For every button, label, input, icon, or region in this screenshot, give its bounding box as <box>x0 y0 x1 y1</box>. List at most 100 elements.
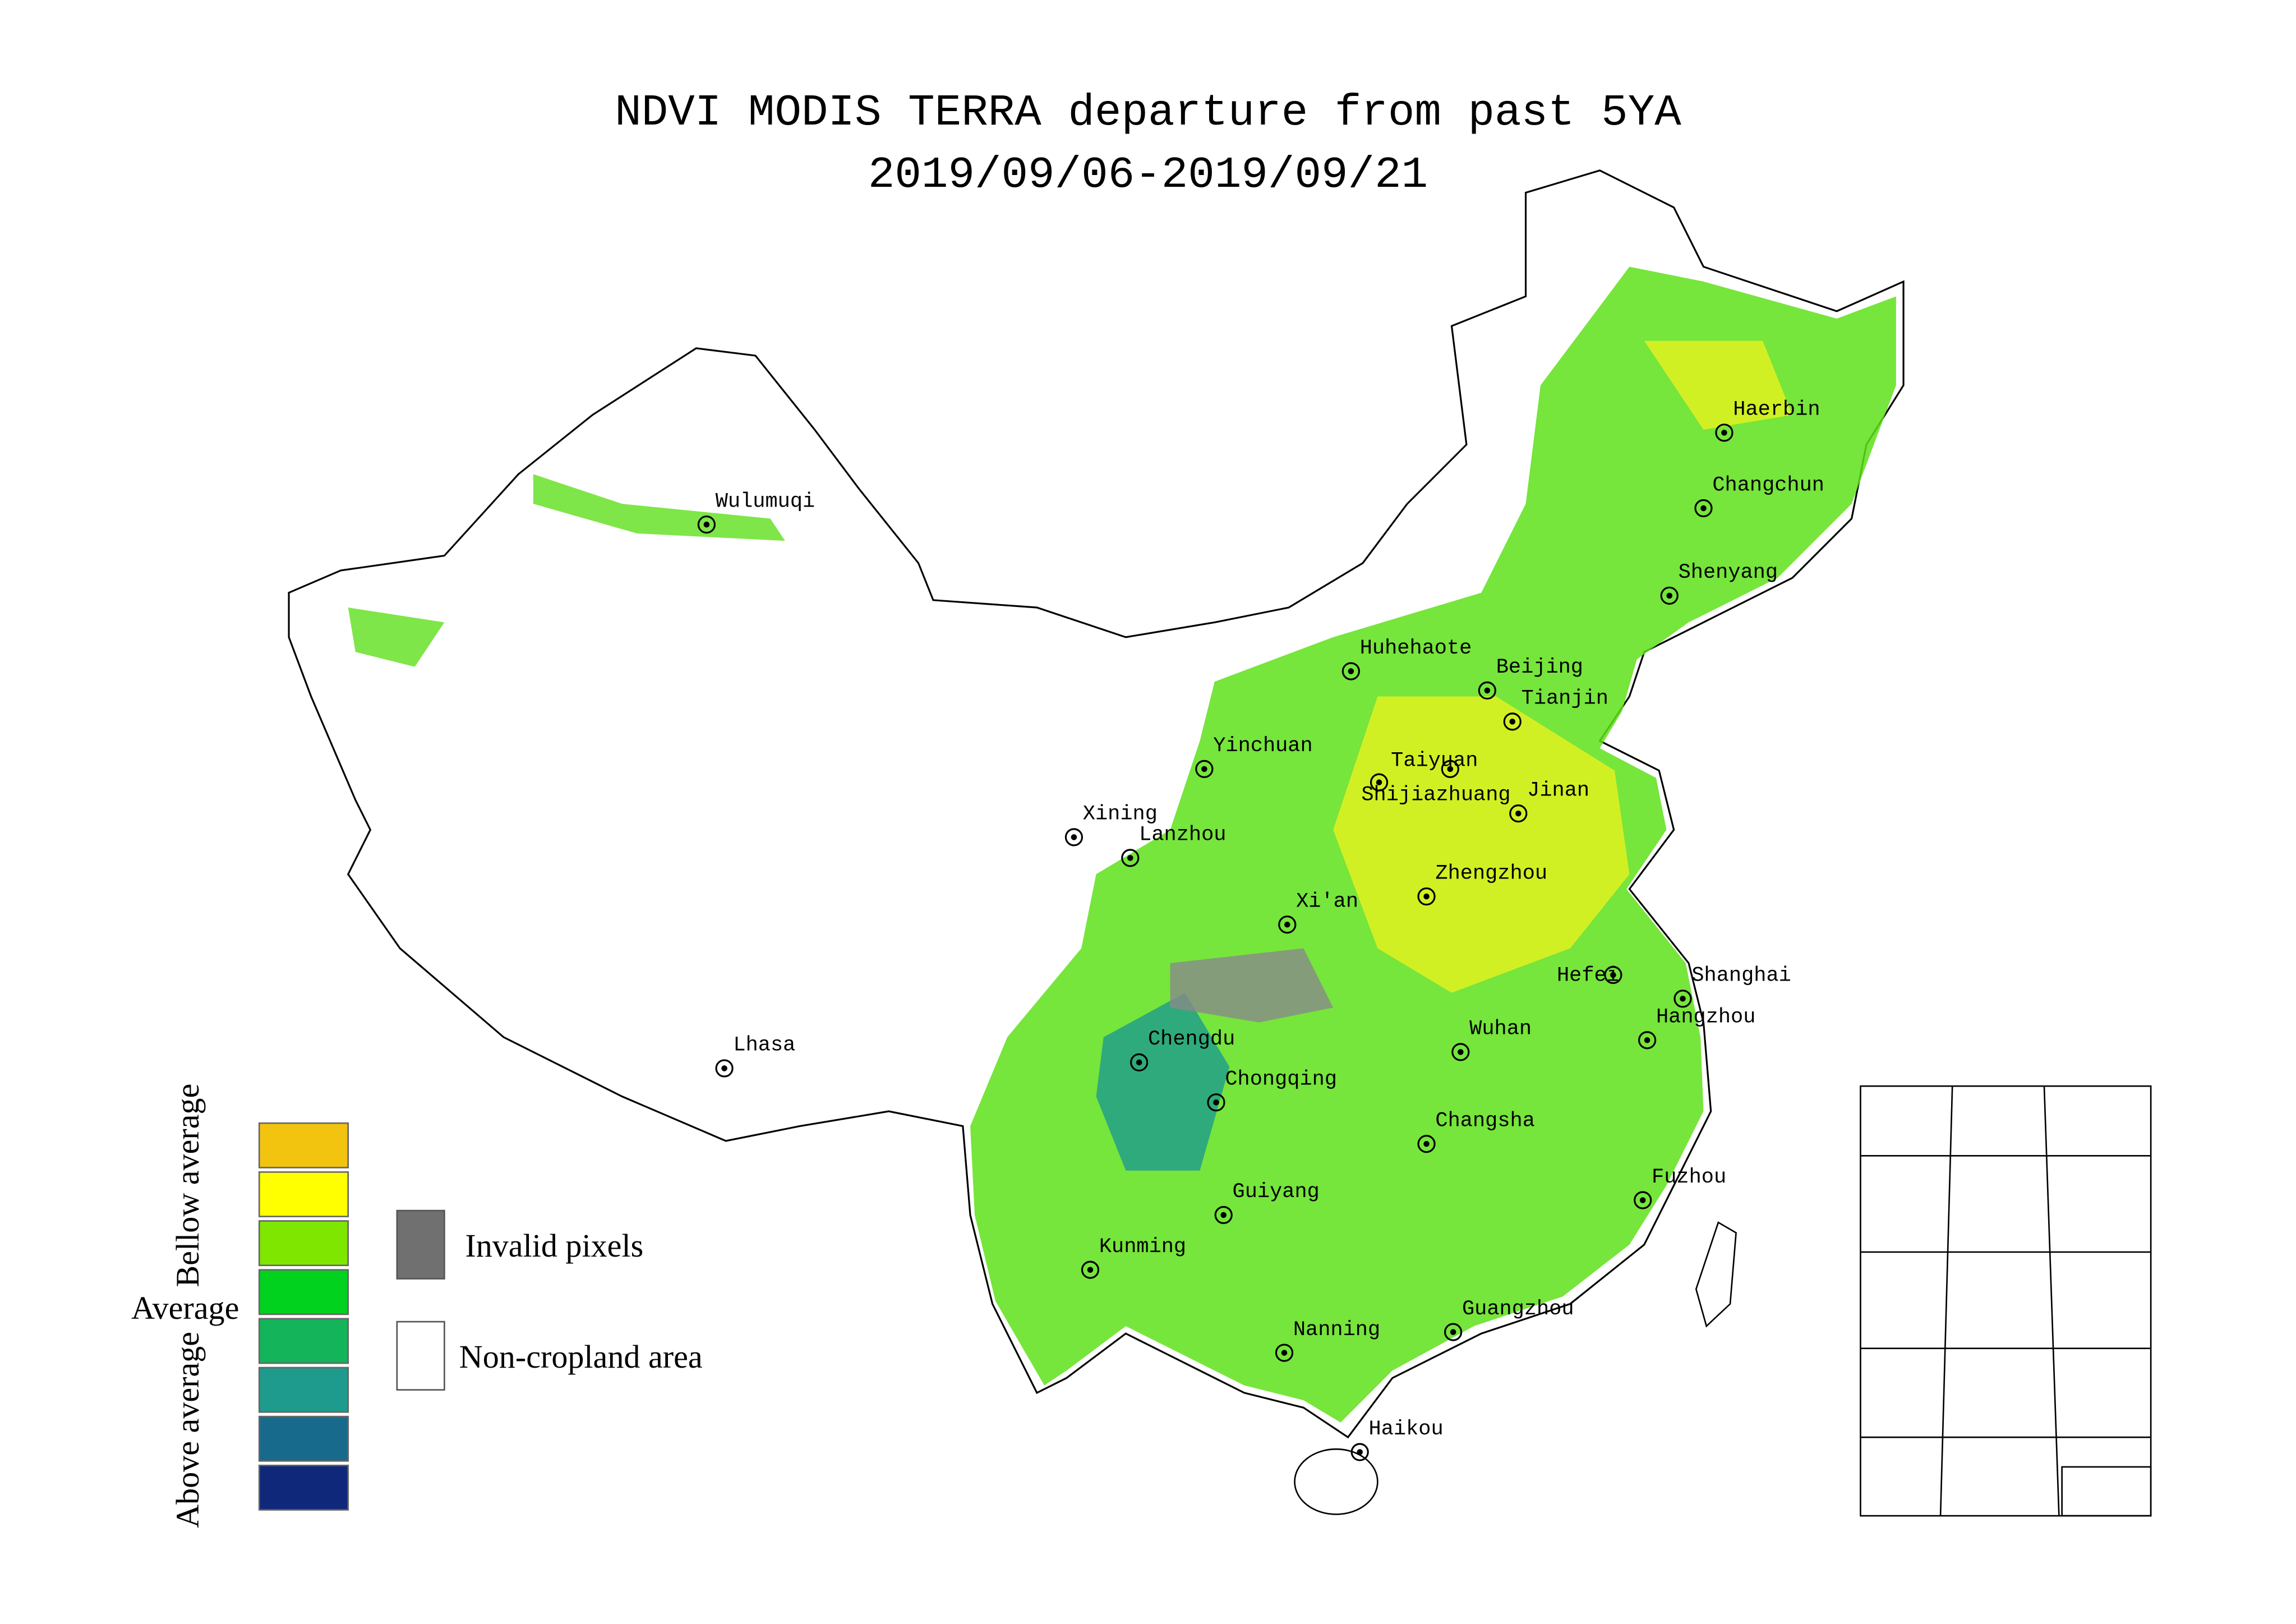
noncrop-swatch <box>396 1321 445 1391</box>
legend: Bellow average Average Above average Inv… <box>131 1084 703 1528</box>
city-marker-dot <box>1423 1140 1430 1147</box>
city-marker-dot <box>1087 1267 1094 1273</box>
city-label: Lhasa <box>733 1034 795 1057</box>
city-marker-dot <box>1450 1329 1456 1335</box>
city-marker-dot <box>1376 779 1382 785</box>
city-marker <box>1478 681 1496 700</box>
city-label: Hangzhou <box>1656 1006 1755 1029</box>
city-marker-dot <box>1348 668 1354 674</box>
city-marker-dot <box>1515 810 1522 817</box>
city-marker <box>1444 1323 1463 1341</box>
city-marker <box>1509 804 1528 823</box>
city-marker-dot <box>1700 505 1707 512</box>
city-marker <box>715 1059 734 1078</box>
city-marker <box>1207 1093 1225 1112</box>
city-label: Nanning <box>1293 1318 1380 1342</box>
city-label: Chongqing <box>1225 1068 1337 1091</box>
city-marker <box>1451 1043 1470 1061</box>
city-marker <box>1195 760 1214 779</box>
city-marker <box>1417 1135 1436 1153</box>
city-marker-dot <box>1458 1049 1464 1055</box>
noncrop-label: Non-cropland area <box>459 1338 703 1375</box>
city-label: Guiyang <box>1233 1180 1320 1204</box>
city-marker-dot <box>1201 766 1207 772</box>
city-marker <box>1604 965 1622 984</box>
city-marker <box>1350 1443 1369 1461</box>
city-label: Changchun <box>1712 473 1824 497</box>
city-label: Haerbin <box>1733 398 1820 422</box>
city-marker <box>1064 828 1084 846</box>
scale-swatch <box>258 1318 349 1364</box>
city-marker <box>1694 499 1713 518</box>
scale-swatch <box>258 1171 349 1217</box>
city-marker-dot <box>1423 893 1430 900</box>
city-marker-dot <box>1357 1449 1363 1455</box>
city-marker-dot <box>1721 430 1727 436</box>
city-marker <box>1673 990 1692 1008</box>
city-label: Guangzhou <box>1462 1298 1574 1321</box>
scale-swatch <box>258 1464 349 1511</box>
city-label: Huhehaote <box>1360 637 1472 660</box>
city-label: Haikou <box>1369 1418 1444 1441</box>
scale-swatch <box>258 1415 349 1462</box>
city-label: Wuhan <box>1469 1018 1532 1041</box>
invalid-label: Invalid pixels <box>465 1227 643 1264</box>
cropland-yellow <box>1333 341 1792 993</box>
city-label: Jinan <box>1527 779 1589 802</box>
scale-swatch <box>258 1367 349 1413</box>
city-marker <box>1634 1191 1652 1209</box>
city-label: Beijing <box>1496 656 1583 679</box>
city-label: Xi'an <box>1296 890 1358 914</box>
city-marker <box>1275 1344 1294 1362</box>
city-marker-dot <box>1136 1059 1142 1066</box>
city-marker-dot <box>703 521 710 528</box>
invalid-swatch <box>396 1209 445 1280</box>
city-marker <box>1660 586 1679 605</box>
city-marker-dot <box>1071 834 1077 840</box>
city-marker-dot <box>1484 687 1491 694</box>
city-marker-dot <box>721 1065 727 1071</box>
city-marker <box>1715 424 1733 442</box>
city-marker-dot <box>1281 1350 1288 1356</box>
city-label: Lanzhou <box>1139 823 1226 847</box>
city-label: Shenyang <box>1679 561 1778 585</box>
city-marker <box>1503 712 1522 731</box>
city-marker <box>1441 760 1459 779</box>
scale-swatch <box>258 1269 349 1315</box>
city-marker-dot <box>1220 1212 1227 1218</box>
city-label: Zhengzhou <box>1435 862 1547 885</box>
city-marker <box>1121 849 1140 867</box>
scale-swatch <box>258 1122 349 1168</box>
city-label: Xining <box>1083 803 1158 826</box>
city-label: Chengdu <box>1148 1028 1235 1051</box>
city-marker <box>697 515 716 534</box>
city-marker <box>1130 1053 1149 1071</box>
legend-above: Above average <box>169 1332 206 1528</box>
invalid-grey <box>1170 948 1334 1023</box>
city-marker <box>1214 1206 1233 1225</box>
city-marker-dot <box>1213 1099 1219 1106</box>
city-marker <box>1370 773 1389 792</box>
city-marker <box>1417 887 1436 906</box>
scale-swatch <box>258 1220 349 1267</box>
city-label: Tianjin <box>1522 687 1608 711</box>
city-marker-dot <box>1644 1037 1650 1043</box>
city-label: Taiyuan <box>1391 749 1478 773</box>
city-marker-dot <box>1680 996 1686 1002</box>
city-label: Changsha <box>1435 1109 1534 1133</box>
city-marker <box>1638 1031 1657 1050</box>
city-marker-dot <box>1447 766 1454 772</box>
city-marker-dot <box>1666 592 1673 599</box>
hainan <box>1294 1448 1378 1515</box>
city-marker <box>1081 1260 1100 1279</box>
city-marker-dot <box>1127 855 1133 861</box>
city-label: Fuzhou <box>1652 1166 1726 1189</box>
legend-average: Average <box>131 1290 239 1326</box>
legend-bellow: Bellow average <box>169 1084 206 1287</box>
city-marker-dot <box>1610 972 1616 978</box>
subtitle: 2019/09/06-2019/09/21 <box>868 150 1428 200</box>
inset <box>1860 1085 2152 1517</box>
title: NDVI MODIS TERRA departure from past 5YA <box>615 88 1681 138</box>
city-label: Shijiazhuang <box>1361 783 1510 807</box>
